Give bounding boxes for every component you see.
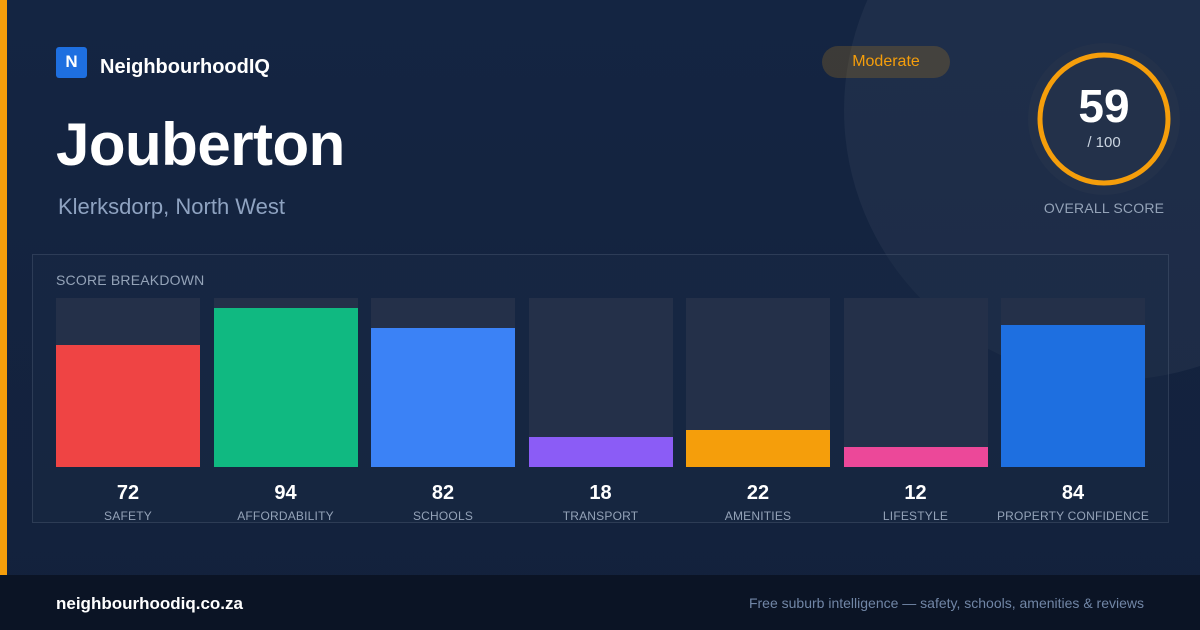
bar-track xyxy=(56,298,200,467)
bar-label: SCHOOLS xyxy=(412,509,474,523)
footer-url-link[interactable]: neighbourhoodiq.co.za xyxy=(56,594,243,613)
bar-label: AMENITIES xyxy=(724,509,792,523)
bar-track xyxy=(686,298,830,467)
bar-track xyxy=(213,298,358,467)
bar-label: LIFESTYLE xyxy=(882,509,949,523)
bar-fill xyxy=(528,436,673,467)
suburb-location: Klerksdorp, North West xyxy=(58,194,286,219)
bar-label: TRANSPORT xyxy=(562,509,639,523)
bar-value: 72 xyxy=(116,482,140,504)
footer: neighbourhoodiq.co.za Free suburb intell… xyxy=(0,575,1200,630)
bar-fill xyxy=(686,429,830,467)
bar-label: AFFORDABILITY xyxy=(237,509,334,523)
bar-value: 12 xyxy=(904,482,927,504)
bar-track xyxy=(371,298,515,467)
bar-fill xyxy=(1001,325,1145,467)
overall-score-max: / 100 xyxy=(1087,134,1121,151)
brand[interactable]: N NeighbourhoodIQ xyxy=(56,46,270,78)
bar-fill xyxy=(213,308,358,467)
bar-label: PROPERTY CONFIDENCE xyxy=(996,509,1150,523)
bar-track xyxy=(1001,298,1145,467)
score-breakdown-panel: SCORE BREAKDOWN 72 SAFETY 94 AFFORDABILITY 8… xyxy=(32,254,1169,523)
overall-score-ring: 59 / 100 xyxy=(1028,43,1180,195)
bar-fill xyxy=(56,345,200,467)
breakdown-title: SCORE BREAKDOWN xyxy=(56,272,205,288)
bar-track xyxy=(528,298,673,467)
suburb-name: Jouberton xyxy=(56,111,345,178)
bar-value: 82 xyxy=(431,482,455,504)
overall-score-value: 59 xyxy=(1078,80,1130,132)
bar-value: 18 xyxy=(589,482,612,504)
bar-label: SAFETY xyxy=(104,509,152,523)
bar-fill xyxy=(371,328,515,467)
bar-value: 84 xyxy=(1061,482,1085,504)
brand-logo-icon: N xyxy=(56,46,87,78)
footer-tagline: Free suburb intelligence — safety, schoo… xyxy=(748,595,1144,611)
brand-name: NeighbourhoodIQ xyxy=(100,55,270,78)
bar-value: 94 xyxy=(274,482,297,504)
score-ring-arc xyxy=(1037,52,1171,186)
bar-fill xyxy=(843,446,988,467)
bar-value: 22 xyxy=(746,482,770,504)
overall-score-label: OVERALL SCORE xyxy=(1043,200,1165,216)
score-ring-graphic xyxy=(1037,52,1171,186)
accent-stripe xyxy=(0,0,7,575)
rating-badge: Moderate xyxy=(822,46,950,78)
bar-track xyxy=(843,298,988,467)
